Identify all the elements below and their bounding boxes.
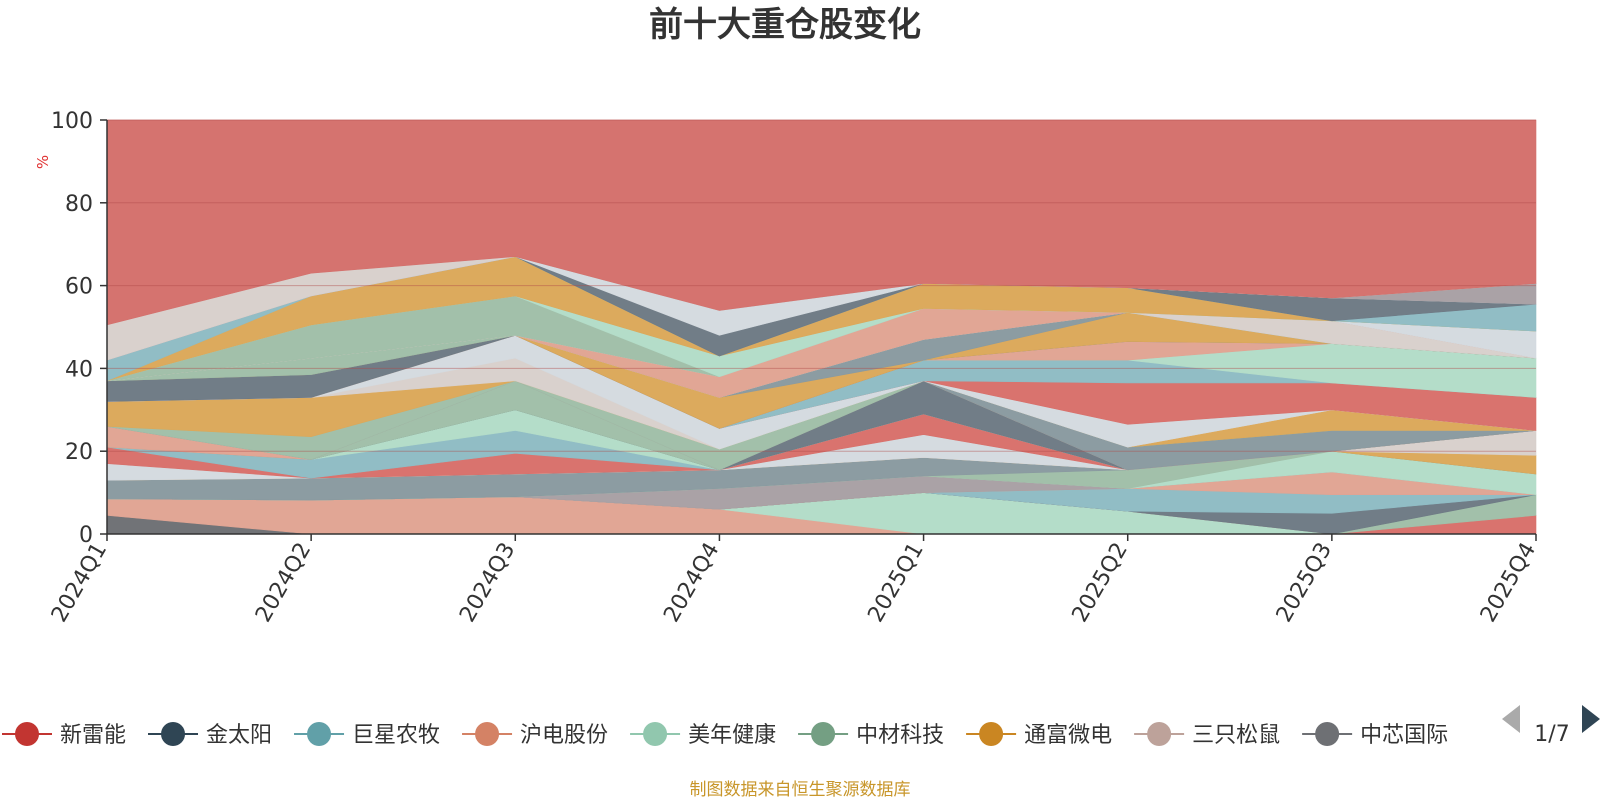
- legend-item-1[interactable]: 金太阳: [148, 722, 272, 748]
- y-tick-labels: 0 20 40 60 80 100: [51, 109, 93, 548]
- legend-marker-icon: [811, 722, 836, 746]
- legend-pager: 1/7: [1502, 705, 1600, 747]
- legend-label: 中芯国际: [1360, 723, 1448, 748]
- legend-label: 三只松鼠: [1192, 723, 1280, 748]
- x-tick-label: 2025Q3: [1272, 539, 1337, 627]
- chart-title: 前十大重仓股变化: [649, 5, 921, 45]
- legend-label: 中材科技: [856, 723, 944, 748]
- legend-item-3[interactable]: 沪电股份: [462, 722, 608, 748]
- legend-marker-icon: [979, 722, 1004, 746]
- legend-label: 金太阳: [206, 723, 272, 748]
- legend-page-indicator: 1/7: [1534, 722, 1569, 747]
- legend-item-8[interactable]: 中芯国际: [1302, 722, 1448, 748]
- y-tick-label: 20: [65, 440, 93, 465]
- y-gridlines: [107, 119, 1536, 452]
- y-tick-label: 80: [65, 192, 93, 217]
- x-tick-label: 2025Q1: [863, 539, 928, 627]
- x-tick-label: 2024Q3: [455, 539, 520, 627]
- area-band-47: [106, 119, 1537, 326]
- axes: [100, 119, 1537, 541]
- legend-marker-icon: [475, 722, 500, 746]
- legend-item-6[interactable]: 通富微电: [966, 722, 1112, 748]
- x-tick-label: 2024Q4: [659, 539, 724, 627]
- legend-label: 通富微电: [1024, 723, 1112, 748]
- legend: 新雷能 金太阳 巨星农牧 沪电股份 美年健康 中材科技 通富微电 三只松鼠 中芯国际: [2, 722, 1448, 748]
- y-tick-label: 40: [65, 357, 93, 382]
- y-tick-label: 0: [79, 523, 93, 548]
- legend-item-5[interactable]: 中材科技: [798, 722, 944, 748]
- data-source-note: 制图数据来自恒生聚源数据库: [690, 780, 911, 800]
- legend-next-arrow-icon[interactable]: [1582, 705, 1600, 733]
- legend-label: 巨星农牧: [352, 723, 440, 748]
- legend-marker-icon: [307, 722, 332, 746]
- y-tick-label: 100: [51, 109, 93, 134]
- legend-label: 美年健康: [688, 723, 776, 748]
- legend-marker-icon: [1315, 722, 1340, 746]
- stacked-area-bands: [106, 119, 1537, 535]
- legend-item-4[interactable]: 美年健康: [630, 722, 776, 748]
- x-tick-label: 2025Q2: [1068, 539, 1133, 627]
- x-tick-label: 2024Q1: [47, 539, 112, 627]
- y-axis-unit: %: [34, 155, 52, 169]
- legend-prev-arrow-icon[interactable]: [1502, 705, 1520, 733]
- legend-marker-icon: [643, 722, 668, 746]
- legend-marker-icon: [15, 722, 39, 746]
- x-tick-labels: 2024Q1 2024Q2 2024Q3 2024Q4 2025Q1 2025Q2 2025…: [47, 539, 1541, 627]
- legend-label: 新雷能: [60, 723, 126, 748]
- legend-item-2[interactable]: 巨星农牧: [294, 722, 440, 748]
- y-tick-label: 60: [65, 275, 93, 300]
- legend-item-0[interactable]: 新雷能: [2, 722, 126, 748]
- legend-marker-icon: [161, 722, 186, 746]
- x-tick-label: 2025Q4: [1476, 539, 1541, 627]
- legend-item-7[interactable]: 三只松鼠: [1134, 722, 1280, 748]
- x-tick-label: 2024Q2: [251, 539, 316, 627]
- legend-label: 沪电股份: [520, 723, 608, 748]
- legend-marker-icon: [1147, 722, 1172, 746]
